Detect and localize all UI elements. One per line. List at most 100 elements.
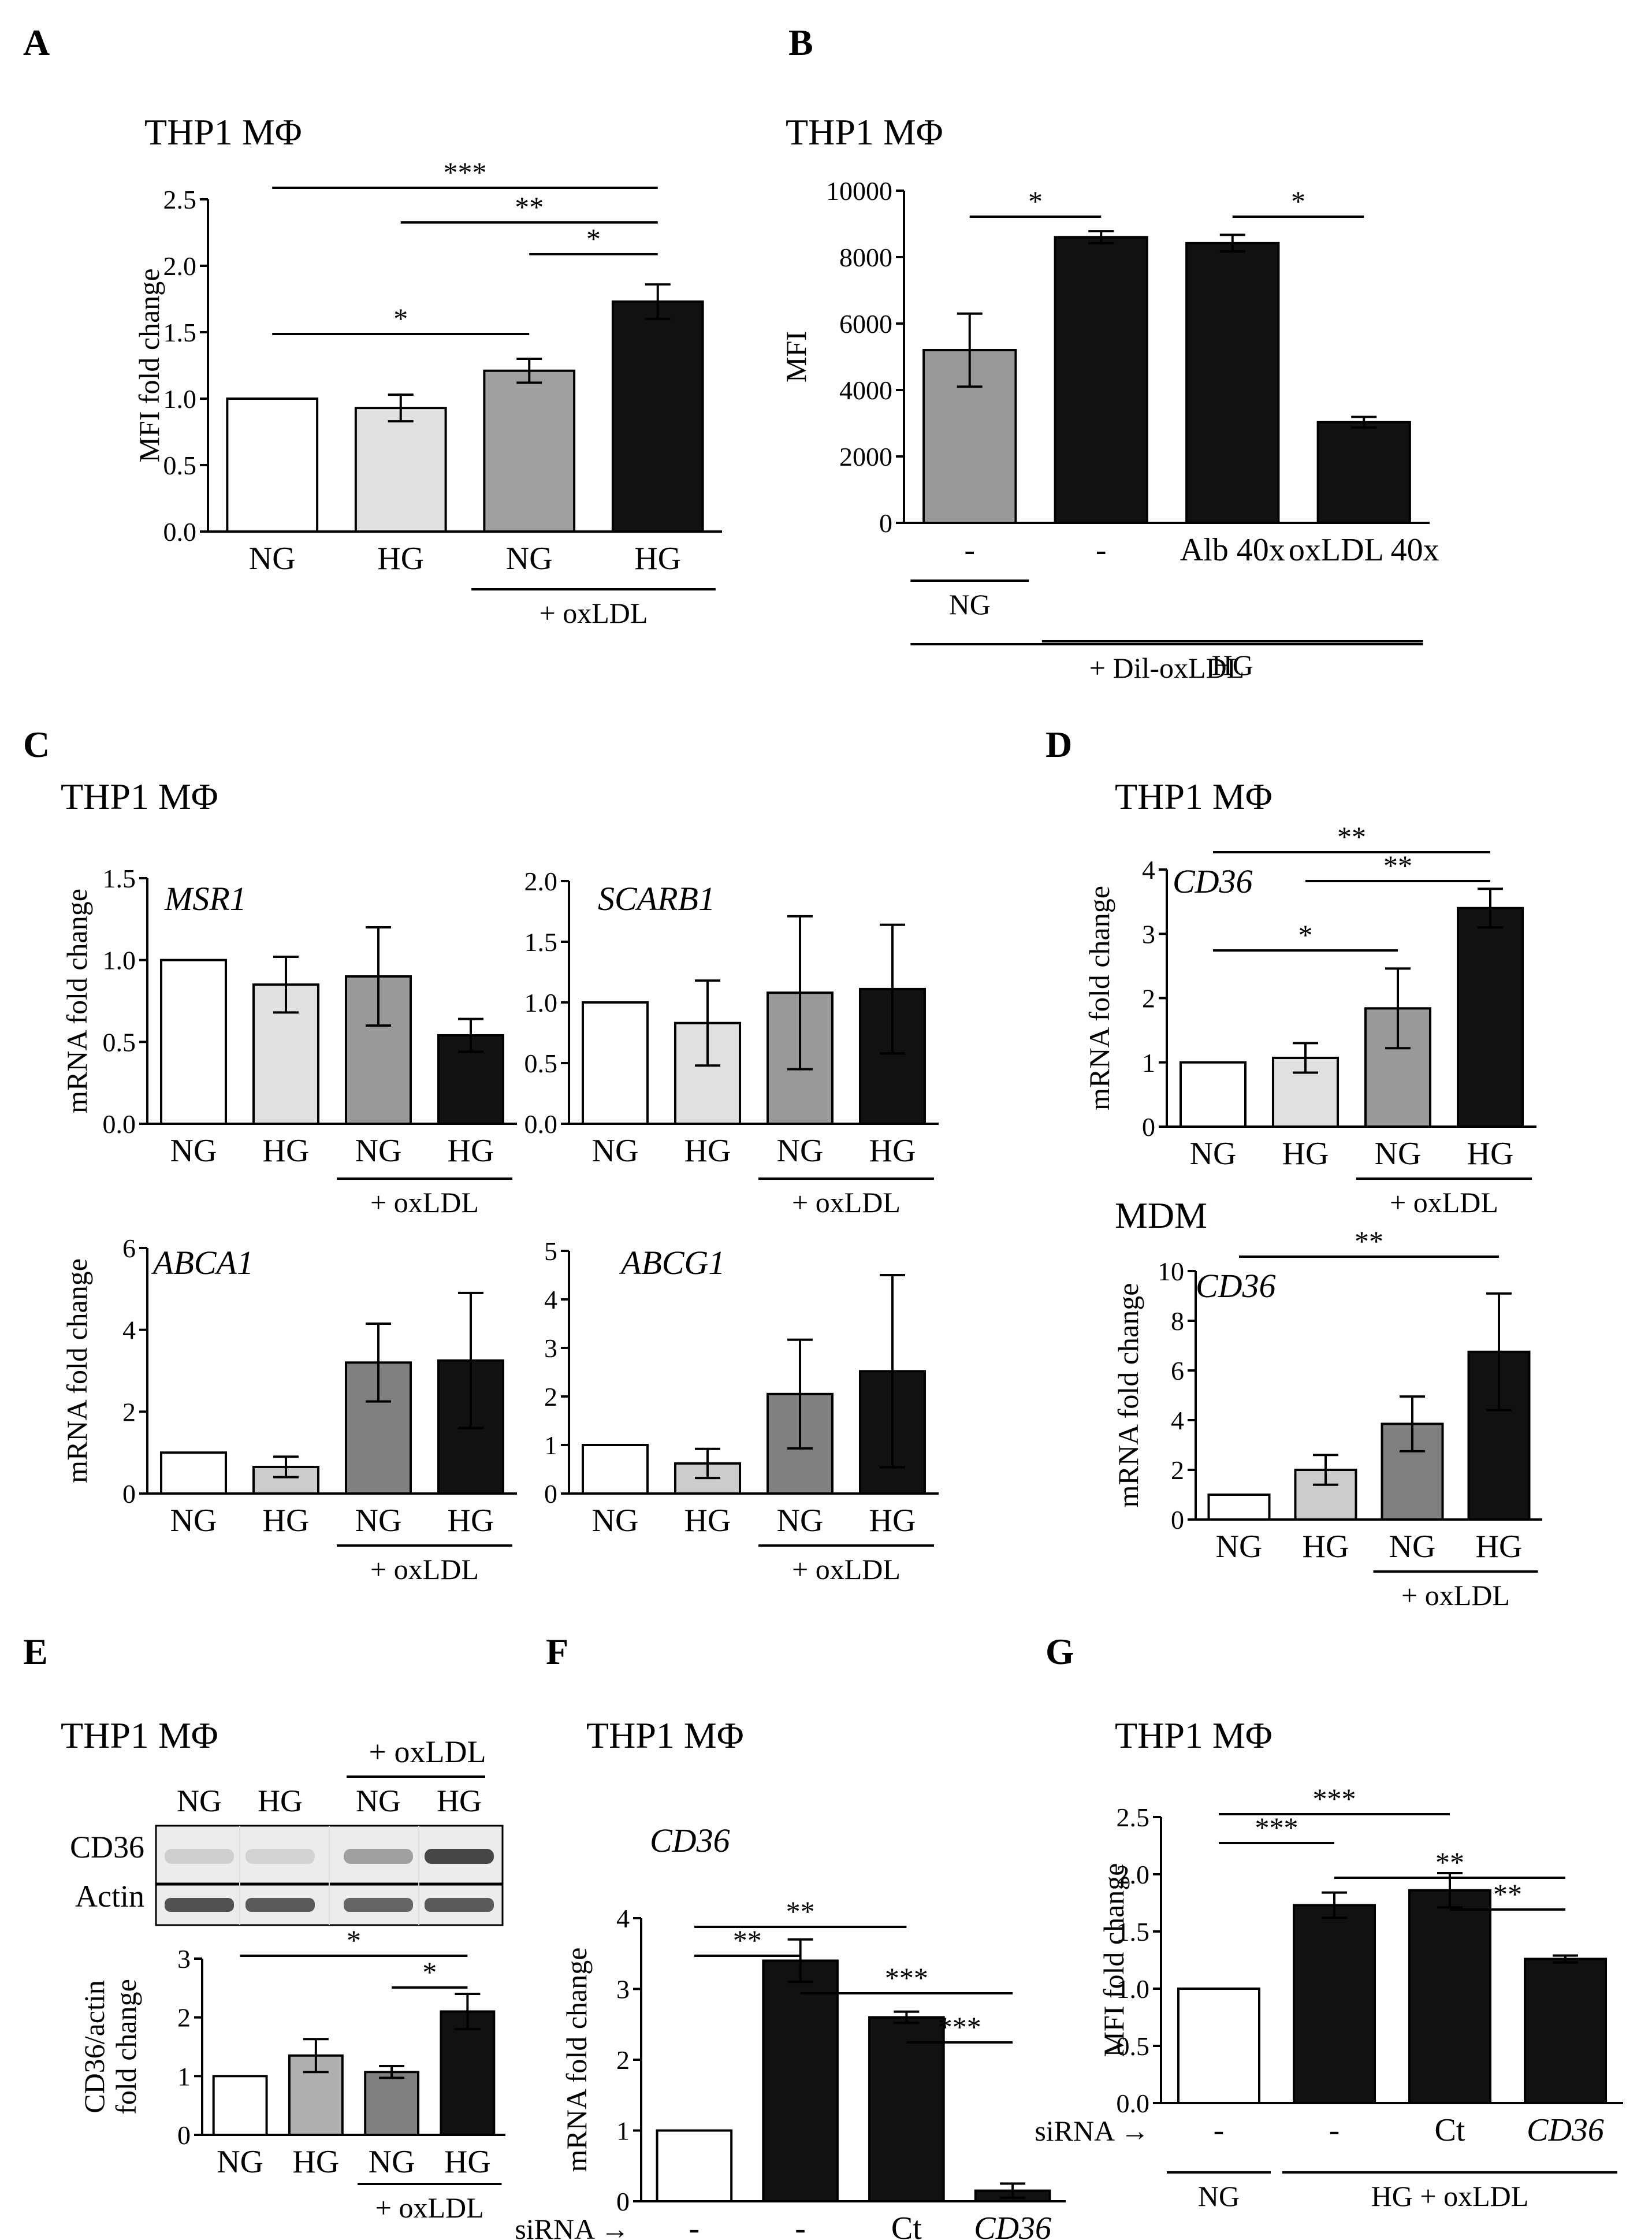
y-tick-label: 1.5 <box>103 864 136 893</box>
blot-band-actin <box>344 1898 413 1912</box>
panel-letter-d: D <box>1045 724 1072 765</box>
panel-letter-g: G <box>1045 1631 1074 1672</box>
y-tick-label: 2 <box>1171 1455 1184 1485</box>
x-tick-label: Ct <box>891 2211 922 2240</box>
x-tick-label: - <box>1096 532 1107 568</box>
bar <box>1207 1494 1271 1521</box>
y-tick-label: 0.0 <box>163 517 197 547</box>
y-axis-label: fold change <box>110 1979 142 2115</box>
bar <box>1185 242 1280 524</box>
y-tick-label: 0.5 <box>103 1027 136 1057</box>
y-tick-label: 2000 <box>839 442 892 471</box>
blot-band-actin <box>245 1898 315 1912</box>
bar <box>354 407 447 533</box>
y-tick-label: 10 <box>1158 1257 1184 1286</box>
blot-band-actin <box>425 1898 494 1912</box>
x-tick-label: NG <box>1190 1136 1237 1172</box>
group-label: + oxLDL <box>792 1553 901 1585</box>
x-tick-label: HG <box>869 1133 916 1169</box>
bar <box>1316 421 1411 525</box>
y-tick-label: 6 <box>122 1234 136 1263</box>
y-tick-label: 1.0 <box>103 946 136 975</box>
blot-lane-label: NG <box>356 1784 401 1818</box>
x-tick-label: NG <box>355 1503 402 1539</box>
group-label: + oxLDL <box>792 1186 901 1219</box>
y-tick-label: 1 <box>177 2061 191 2091</box>
group-label: HG <box>1212 649 1253 681</box>
blot-band-cd36 <box>425 1849 494 1864</box>
y-axis-label: mRNA fold change <box>1112 1283 1144 1508</box>
y-tick-label: 1.5 <box>163 318 197 347</box>
y-tick-label: 4 <box>122 1316 136 1345</box>
chart-e: 0 1 2 3 CD36/actin fold change NG HG NG HG + oxLDL… <box>78 1924 505 2224</box>
x-tick-label: HG <box>448 1133 494 1169</box>
y-tick-label: 3 <box>1142 919 1155 949</box>
blot-lane-label: NG <box>177 1784 222 1818</box>
y-tick-label: 0.5 <box>163 451 197 480</box>
significance-label: * <box>586 222 601 255</box>
chart-b: 0 2000 4000 6000 8000 10000 MFI - - Alb 40x oxLDL … <box>780 176 1439 684</box>
x-tick-label: NG <box>249 541 296 577</box>
y-tick-label: 2 <box>122 1397 136 1427</box>
panel-letter-e: E <box>23 1631 48 1672</box>
chart-d2-cd36-mdm: 0 2 4 6 8 10 mRNA fold change NG HG NG HG + oxLDL ** <box>1112 1225 1542 1611</box>
sirna-prefix-label: siRNA → <box>515 2213 630 2240</box>
y-tick-label: 1 <box>544 1431 557 1460</box>
y-tick-label: 4 <box>1171 1406 1184 1435</box>
significance-label: * <box>1291 185 1305 217</box>
x-tick-label: CD36 <box>974 2211 1051 2240</box>
chart-d2-gene-label: CD36 <box>1196 1267 1276 1305</box>
x-tick-label: HG <box>377 541 424 577</box>
group-label: + oxLDL <box>370 1186 479 1219</box>
group-label: + Dil-oxLDL <box>1089 652 1244 684</box>
sirna-prefix-label: siRNA → <box>1035 2115 1149 2147</box>
bar <box>1524 1957 1607 2105</box>
x-tick-label: NG <box>1375 1136 1422 1172</box>
x-tick-label: NG <box>777 1503 824 1539</box>
group-label: + oxLDL <box>370 1553 479 1585</box>
y-axis-label: mRNA fold change <box>560 1948 593 2172</box>
y-tick-label: 2.5 <box>163 185 197 214</box>
significance-label: *** <box>938 2011 981 2043</box>
x-tick-label: HG <box>684 1133 731 1169</box>
chart-d2-title: MDM <box>1115 1195 1207 1236</box>
x-tick-label: HG <box>869 1503 916 1539</box>
significance-label: * <box>422 1956 437 1988</box>
x-tick-label: HG <box>292 2144 339 2180</box>
y-axis-label: CD36/actin <box>78 1980 110 2113</box>
y-tick-label: 0.0 <box>524 1109 558 1139</box>
y-tick-label: 2 <box>1142 984 1155 1013</box>
y-tick-label: 1.5 <box>524 927 558 957</box>
x-tick-label: HG <box>634 541 681 577</box>
bar <box>656 2129 733 2202</box>
y-axis-label: mRNA fold change <box>61 1258 93 1483</box>
group-label: NG <box>1198 2180 1240 2212</box>
bar <box>160 959 227 1125</box>
group-label: + oxLDL <box>375 2191 484 2224</box>
blot-row-label-actin: Actin <box>75 1879 144 1914</box>
significance-label: *** <box>885 1962 928 1994</box>
x-tick-label: NG <box>1389 1529 1436 1565</box>
y-tick-label: 0.5 <box>524 1049 558 1078</box>
group-label: NG <box>949 588 991 621</box>
chart-abca1: 0 2 4 6 mRNA fold change NG HG NG HG + oxLDL <box>61 1234 517 1585</box>
x-tick-label: oxLDL 40x <box>1289 532 1439 568</box>
bar <box>1293 1904 1376 2104</box>
bar <box>160 1451 227 1495</box>
chart-f-gene-label: CD36 <box>650 1822 730 1859</box>
group-label: HG + oxLDL <box>1371 2180 1529 2212</box>
x-tick-label: HG <box>444 2144 491 2180</box>
y-axis-label: mRNA fold change <box>61 889 93 1113</box>
chart-abcg1: 0 1 2 3 4 5 NG HG NG HG + oxLDL <box>544 1236 939 1585</box>
bar <box>1177 1988 1260 2104</box>
x-tick-label: - <box>1329 2112 1340 2148</box>
x-tick-label: HG <box>684 1503 731 1539</box>
x-tick-label: NG <box>369 2144 415 2180</box>
x-tick-label: HG <box>263 1503 310 1539</box>
y-tick-label: 1.0 <box>1117 1974 1150 2004</box>
y-tick-label: 1.0 <box>524 988 558 1017</box>
bar <box>364 2071 420 2136</box>
significance-label: ** <box>1493 1878 1522 1910</box>
y-tick-label: 0.0 <box>103 1109 136 1139</box>
chart-a: 0.0 0.5 1.0 1.5 2.0 2.5 MFI fold change NG HG NG H… <box>133 156 722 629</box>
